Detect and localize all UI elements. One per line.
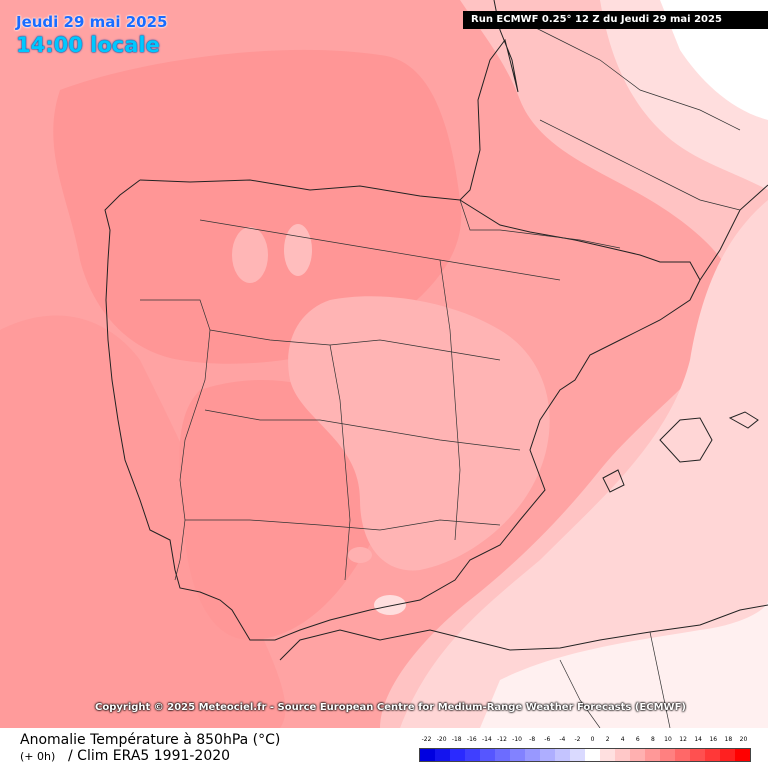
scale-label: 4 — [620, 736, 625, 743]
field-light-central — [288, 296, 550, 571]
scale-swatch — [705, 749, 720, 761]
border-africa-2 — [649, 631, 671, 728]
coast-africa — [279, 604, 768, 661]
scale-label: 12 — [679, 736, 687, 743]
scale-label: -8 — [529, 736, 536, 743]
scale-label: -12 — [497, 736, 507, 743]
scale-label: 16 — [709, 736, 718, 743]
field-none-northeast — [660, 0, 768, 120]
field-pale-southeast — [400, 200, 768, 728]
run-banner: Run ECMWF 0.25° 12 Z du Jeudi 29 mai 202… — [463, 11, 768, 29]
field-blob-3 — [348, 547, 372, 563]
scale-label: 6 — [635, 736, 640, 743]
scale-swatch — [690, 749, 705, 761]
scale-label: 20 — [739, 736, 748, 743]
scale-swatch — [555, 749, 570, 761]
coast-ibiza — [602, 469, 625, 493]
scale-swatch — [585, 749, 600, 761]
border-france-2 — [539, 119, 741, 211]
border-portugal — [140, 299, 211, 581]
scale-label: 14 — [694, 736, 702, 743]
border-region-4 — [185, 519, 501, 531]
scale-label: -2 — [574, 736, 581, 743]
border-region-3 — [204, 409, 521, 451]
scale-swatch — [480, 749, 495, 761]
coastlines — [104, 0, 768, 661]
time-title: 14:00 locale — [16, 33, 160, 57]
anomaly-map: Jeudi 29 mai 2025 14:00 locale Run ECMWF… — [0, 0, 768, 728]
scale-labels: -22 -20 -18 -16 -14 -12 -10 -8 -6 -4 -2 0 2 4 6 8 10 12 14… — [419, 736, 751, 746]
border-region-6 — [439, 259, 461, 541]
scale-swatch — [510, 749, 525, 761]
scale-swatch — [570, 749, 585, 761]
scale-swatch — [450, 749, 465, 761]
scale-swatch — [675, 749, 690, 761]
scale-label: 2 — [605, 736, 610, 743]
coast-menorca — [728, 411, 759, 429]
scale-label: -18 — [451, 736, 462, 743]
scale-swatch — [540, 749, 555, 761]
border-france-1 — [519, 19, 741, 131]
field-strong-center — [179, 380, 389, 640]
variable-title: Anomalie Température à 850hPa (°C) — [20, 732, 281, 748]
scale-swatch — [465, 749, 480, 761]
scale-swatch — [525, 749, 540, 761]
coast-north — [139, 0, 519, 201]
scale-bar — [419, 748, 751, 762]
climatology-label: / Clim ERA5 1991-2020 — [68, 748, 231, 764]
scale-label: 10 — [664, 736, 672, 743]
scale-swatch — [420, 749, 435, 761]
scale-swatch — [615, 749, 630, 761]
field-strong-west — [0, 315, 286, 728]
scale-label: -10 — [512, 736, 522, 743]
scale-label: -4 — [559, 736, 566, 743]
scale-label: -22 — [421, 736, 432, 743]
coast-mallorca — [659, 417, 713, 463]
border-region-1 — [199, 219, 561, 281]
field-pale-africa — [480, 600, 768, 728]
scale-label: 0 — [590, 736, 595, 743]
footer: Anomalie Température à 850hPa (°C) (+ 0h… — [0, 728, 768, 768]
scale-swatch — [630, 749, 645, 761]
coast-med-france — [699, 184, 768, 281]
scale-label: -14 — [482, 736, 492, 743]
scale-swatch — [435, 749, 450, 761]
scale-swatch — [735, 749, 750, 761]
borders — [140, 19, 741, 728]
lead-time: (+ 0h) — [20, 750, 56, 763]
scale-label: -20 — [436, 736, 447, 743]
scale-swatch — [660, 749, 675, 761]
scale-label: -6 — [544, 736, 551, 743]
border-region-5 — [329, 344, 351, 581]
scale-swatch — [600, 749, 615, 761]
coast-peninsula — [104, 179, 701, 641]
scale-swatch — [495, 749, 510, 761]
scale-swatch — [720, 749, 735, 761]
copyright-text: Copyright © 2025 Meteociel.fr - Source E… — [95, 702, 686, 713]
border-region-2 — [209, 329, 501, 361]
scale-swatch — [645, 749, 660, 761]
field-strong-north — [53, 49, 462, 364]
border-pyrenees — [459, 199, 621, 249]
map-canvas — [0, 0, 768, 728]
field-blob-1 — [232, 227, 268, 283]
color-scale: -22 -20 -18 -16 -14 -12 -10 -8 -6 -4 -2 0 2 4 6 8 10 12 14… — [419, 736, 751, 764]
scale-label: 8 — [650, 736, 655, 743]
scale-label: 18 — [724, 736, 733, 743]
field-blob-2 — [284, 224, 312, 276]
field-blob-4 — [374, 595, 406, 615]
scale-label: -16 — [466, 736, 477, 743]
date-title: Jeudi 29 mai 2025 — [16, 13, 168, 31]
border-africa-1 — [559, 659, 601, 728]
